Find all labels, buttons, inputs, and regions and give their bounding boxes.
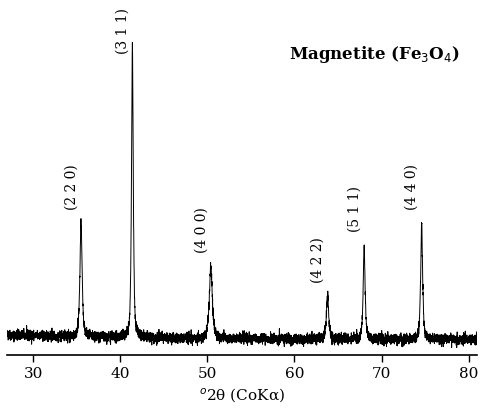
Text: (5 1 1): (5 1 1) [348, 185, 362, 232]
X-axis label: $^o$2θ (CoKα): $^o$2θ (CoKα) [199, 387, 285, 405]
Text: (3 1 1): (3 1 1) [116, 8, 130, 54]
Text: (4 2 2): (4 2 2) [311, 236, 325, 283]
Text: Magnetite (Fe$_3$O$_4$): Magnetite (Fe$_3$O$_4$) [289, 44, 460, 65]
Text: (4 0 0): (4 0 0) [194, 208, 208, 253]
Text: (2 2 0): (2 2 0) [64, 164, 78, 210]
Text: (4 4 0): (4 4 0) [405, 164, 419, 210]
